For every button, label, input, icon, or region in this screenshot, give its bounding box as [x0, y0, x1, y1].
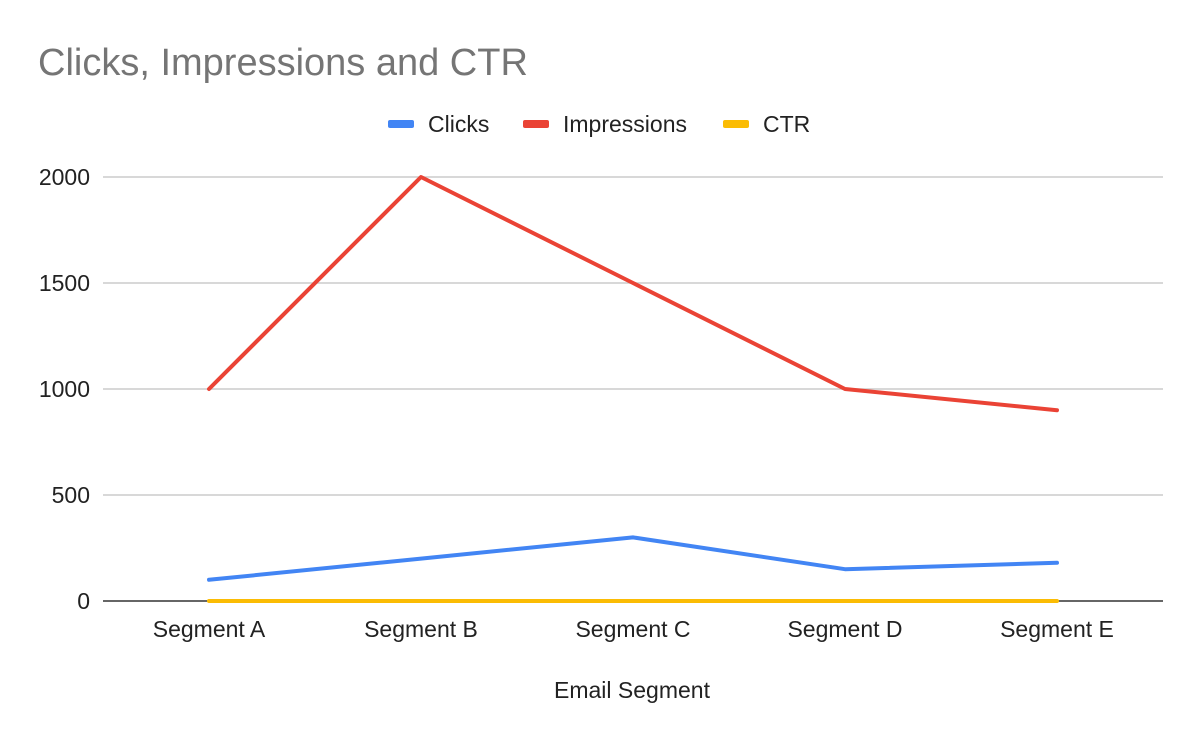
y-tick-label-1500: 1500 [39, 270, 90, 296]
series-line-clicks [207, 535, 1059, 582]
x-tick-label-segment-e: Segment E [1000, 616, 1114, 642]
legend-label-ctr: CTR [763, 111, 810, 137]
y-tick-label-0: 0 [77, 588, 90, 614]
legend: Clicks Impressions CTR [388, 111, 810, 137]
x-axis-ticks: Segment A Segment B Segment C Segment D Segm… [153, 616, 1114, 642]
legend-swatch-impressions [523, 120, 549, 128]
y-tick-label-1000: 1000 [39, 376, 90, 402]
legend-label-clicks: Clicks [428, 111, 489, 137]
legend-swatch-ctr [723, 120, 749, 128]
x-tick-label-segment-a: Segment A [153, 616, 266, 642]
chart-title: Clicks, Impressions and CTR [38, 42, 528, 84]
x-axis-title: Email Segment [554, 677, 711, 703]
x-tick-label-segment-d: Segment D [787, 616, 902, 642]
legend-swatch-clicks [388, 120, 414, 128]
series-lines [207, 175, 1059, 603]
x-tick-label-segment-c: Segment C [575, 616, 690, 642]
y-tick-label-500: 500 [52, 482, 90, 508]
series-line-impressions [207, 175, 1059, 413]
x-tick-label-segment-b: Segment B [364, 616, 478, 642]
y-tick-label-2000: 2000 [39, 164, 90, 190]
legend-label-impressions: Impressions [563, 111, 687, 137]
y-axis-ticks: 0 500 1000 1500 2000 [39, 164, 90, 614]
